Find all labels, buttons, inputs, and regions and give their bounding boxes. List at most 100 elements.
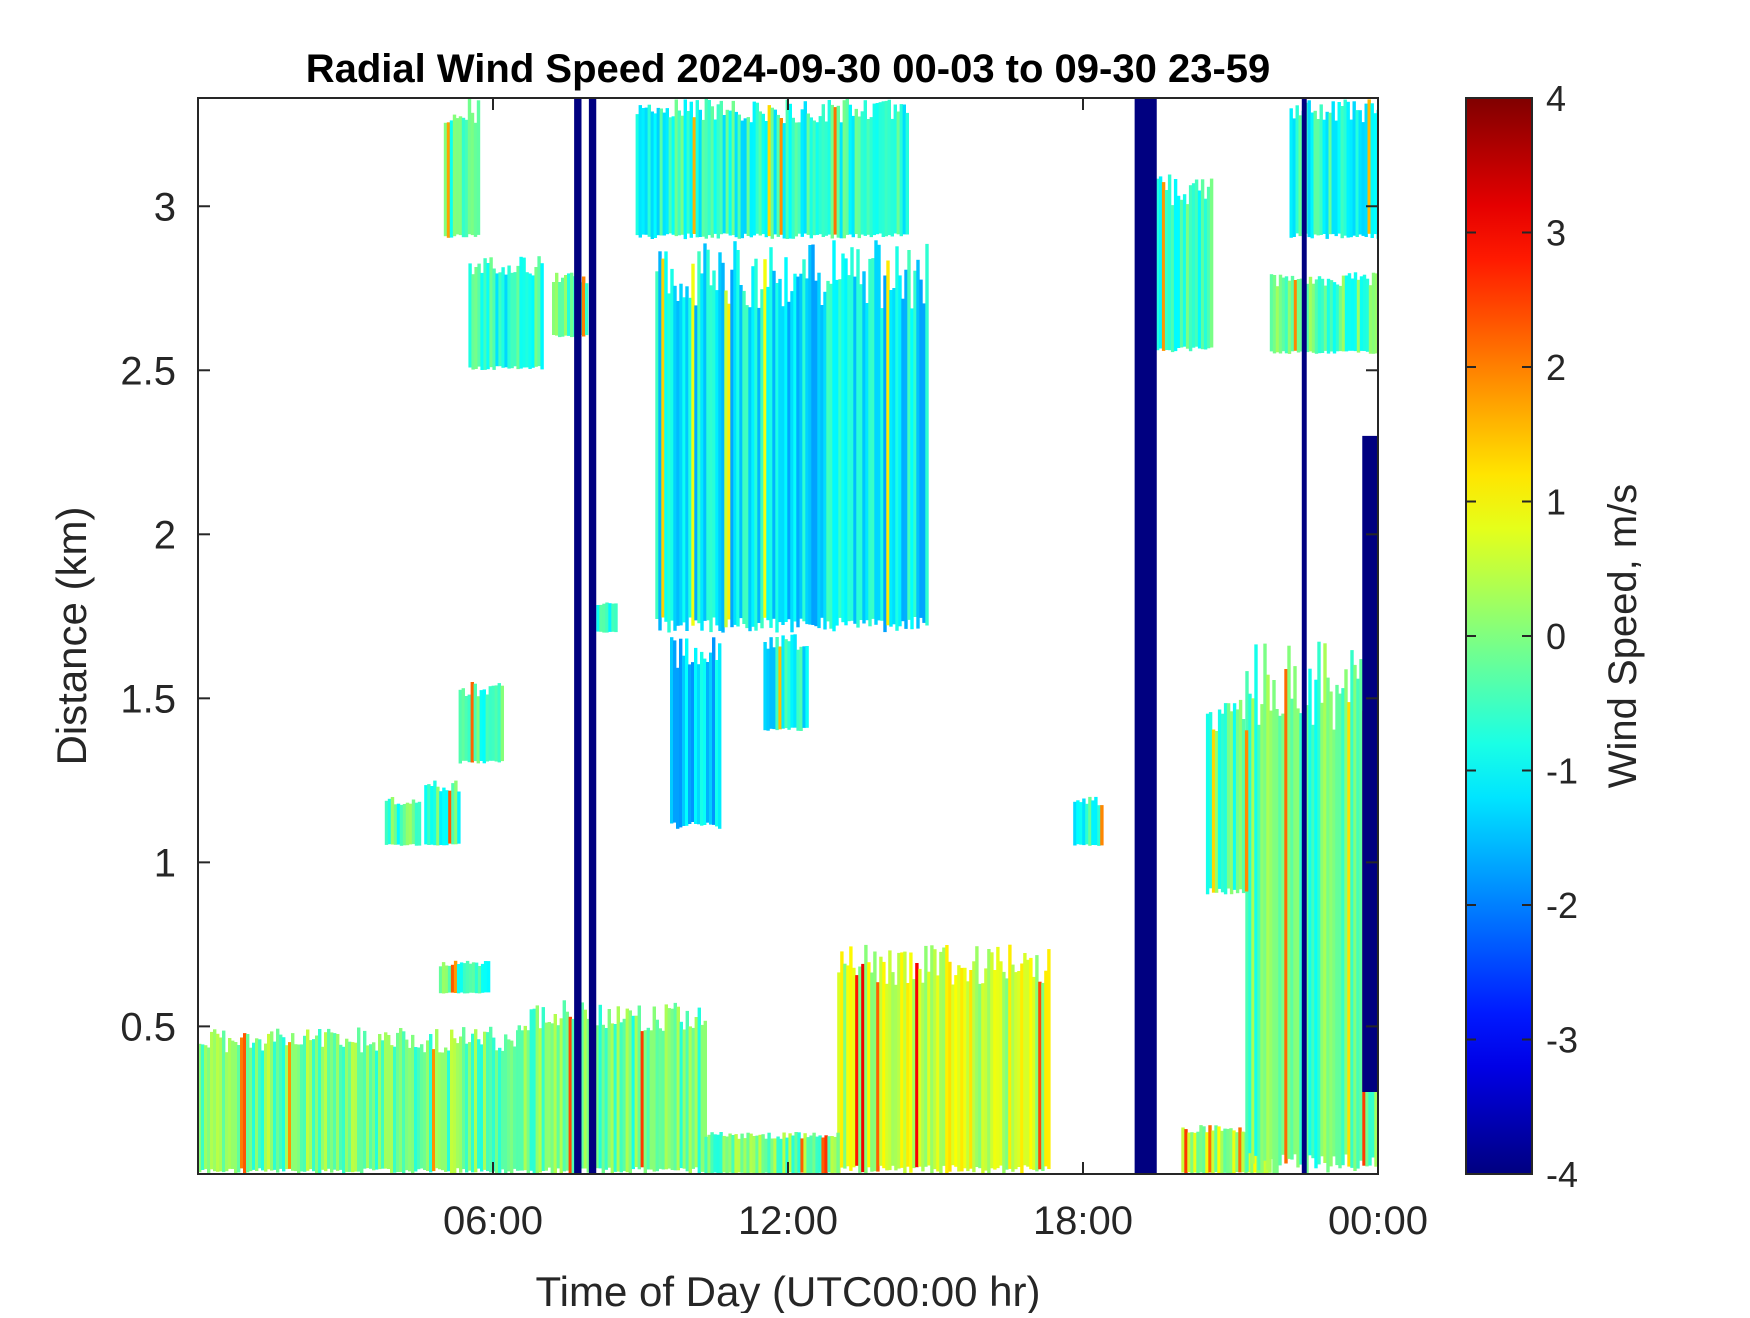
heatmap-cell <box>1187 1132 1191 1173</box>
heatmap-cell <box>309 1040 313 1170</box>
heatmap-cell <box>785 99 789 239</box>
heatmap-cell <box>888 950 892 1171</box>
heatmap-cell <box>1047 949 1051 1169</box>
heatmap-cell <box>734 1134 738 1173</box>
heatmap-cell <box>707 100 711 236</box>
heatmap-cell <box>464 696 468 761</box>
heatmap-cell <box>803 101 807 234</box>
heatmap-cell <box>1182 194 1187 347</box>
heatmap-cell <box>963 967 967 1169</box>
heatmap-cell <box>788 1133 792 1173</box>
heatmap-cell <box>461 117 466 238</box>
heatmap-cell <box>706 249 710 621</box>
heatmap-cell <box>673 1002 677 1171</box>
heatmap-cell <box>791 117 795 239</box>
heatmap-cell <box>761 1134 765 1174</box>
heatmap-cell <box>676 667 680 829</box>
heatmap-cell <box>850 247 854 621</box>
heatmap-cell <box>1310 112 1314 239</box>
heatmap-cell <box>700 273 704 631</box>
heatmap-cell <box>465 1043 469 1173</box>
heatmap-cell <box>882 961 886 1169</box>
heatmap-cell <box>728 110 732 236</box>
heatmap-cell <box>504 1034 508 1174</box>
heatmap-cell <box>402 804 407 846</box>
heatmap-cell <box>1325 111 1329 239</box>
heatmap-cell <box>510 272 514 369</box>
heatmap-cell <box>489 257 493 368</box>
heatmap-cell <box>790 291 794 633</box>
colorbar-tick-label: -1 <box>1546 751 1578 792</box>
heatmap-cell <box>767 105 771 237</box>
heatmap-cell <box>778 278 782 623</box>
heatmap-cell <box>670 1008 674 1170</box>
heatmap-cell <box>438 966 443 994</box>
heatmap-cell <box>1322 119 1326 234</box>
heatmap-cell <box>749 1133 753 1173</box>
heatmap-cell <box>541 1007 545 1171</box>
heatmap-cell <box>900 952 904 1168</box>
heatmap-cell <box>454 780 458 845</box>
heatmap-cell <box>906 983 910 1167</box>
heatmap-cell <box>700 1024 704 1172</box>
heatmap-cell <box>691 662 695 822</box>
heatmap-cell <box>1370 103 1374 238</box>
heatmap-cell <box>447 965 452 993</box>
heatmap-cell <box>1319 104 1323 236</box>
heatmap-cell <box>204 1045 208 1170</box>
heatmap-cell <box>1334 120 1338 237</box>
heatmap-cell <box>1289 108 1293 238</box>
heatmap-cell <box>448 790 452 844</box>
heatmap-cell <box>282 1037 286 1172</box>
heatmap-cell <box>535 1005 539 1174</box>
heatmap-cell <box>1296 279 1301 353</box>
heatmap-cell <box>859 284 863 620</box>
heatmap-cell <box>1232 1130 1236 1174</box>
heatmap-cell <box>671 116 675 235</box>
heatmap-cell <box>468 263 472 368</box>
heatmap-cell <box>649 1030 653 1170</box>
heatmap-cell <box>857 116 861 239</box>
heatmap-cell <box>891 972 895 1166</box>
heatmap-cell <box>430 786 434 845</box>
heatmap-cell <box>731 1135 735 1174</box>
heatmap-cell <box>1326 677 1330 1173</box>
heatmap-cell <box>803 1133 807 1174</box>
heatmap-cell <box>972 961 976 1173</box>
heatmap-region <box>468 256 544 370</box>
heatmap-cell <box>919 279 923 618</box>
heatmap-cell <box>1338 285 1343 352</box>
heatmap-cell <box>327 1028 331 1169</box>
heatmap-cell <box>782 123 786 239</box>
heatmap-cell <box>228 1038 232 1169</box>
invalid-band <box>574 98 582 1174</box>
colorbar-tick-label: 1 <box>1546 482 1566 523</box>
heatmap-cell <box>453 1038 457 1174</box>
heatmap-cell <box>843 963 847 1169</box>
heatmap-cell <box>740 120 744 239</box>
heatmap-cell <box>1331 101 1335 235</box>
heatmap-cell <box>990 952 994 1169</box>
chart-title: Radial Wind Speed 2024-09-30 00-03 to 09… <box>306 47 1271 91</box>
heatmap-cell <box>873 951 877 1172</box>
heatmap-cell <box>255 1038 259 1171</box>
x-axis: 06:00 12:00 18:00 00:00 <box>443 98 1428 1243</box>
heatmap-cell <box>752 101 756 236</box>
heatmap-cell <box>996 946 1000 1169</box>
heatmap-cell <box>1205 1132 1209 1174</box>
colorbar: 4 3 2 1 0 -1 -2 -3 -4 <box>1465 78 1578 1195</box>
heatmap-cell <box>700 651 704 826</box>
heatmap-cell <box>878 102 882 234</box>
heatmap-cell <box>219 1037 223 1172</box>
heatmap-cell <box>904 269 908 629</box>
colorbar-tick-label: 2 <box>1546 347 1566 388</box>
heatmap-cell <box>561 277 565 337</box>
heatmap-cell <box>688 297 692 618</box>
heatmap-cell <box>836 105 840 238</box>
heatmap-cell <box>830 1136 834 1174</box>
heatmap-cell <box>1208 712 1213 889</box>
heatmap-cell <box>721 262 725 633</box>
heatmap-cell <box>550 1023 554 1174</box>
heatmap-cell <box>876 982 880 1172</box>
heatmap-cell <box>1337 102 1341 234</box>
